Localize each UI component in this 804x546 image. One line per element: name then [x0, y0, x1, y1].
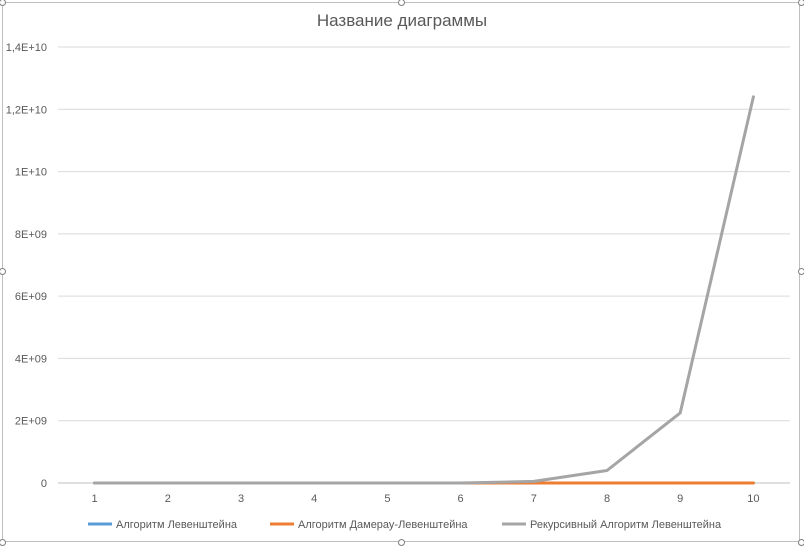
y-tick-label: 1,4E+10	[6, 42, 47, 54]
chart-title[interactable]: Название диаграммы	[317, 11, 487, 30]
resize-handle-top-left[interactable]	[0, 0, 6, 6]
y-tick-label: 4E+09	[15, 353, 47, 365]
legend-label: Алгоритм Дамерау-Левенштейна	[298, 519, 468, 531]
y-tick-label: 6E+09	[15, 291, 47, 303]
x-tick-label: 1	[92, 493, 98, 505]
x-tick-label: 5	[384, 493, 390, 505]
gridlines	[58, 46, 790, 484]
resize-handle-top-right[interactable]	[798, 0, 804, 6]
y-tick-label: 8E+09	[15, 229, 47, 241]
resize-handle-top-center[interactable]	[398, 0, 405, 6]
y-tick-label: 2E+09	[15, 416, 47, 428]
x-tick-label: 4	[311, 493, 317, 505]
y-tick-label: 1E+10	[15, 167, 47, 179]
resize-handle-middle-right[interactable]	[798, 268, 804, 275]
y-tick-label: 1,2E+10	[6, 104, 47, 116]
legend[interactable]: Алгоритм Левенштейна Алгоритм Дамерау-Лев…	[88, 519, 722, 531]
x-tick-label: 7	[531, 493, 537, 505]
x-tick-label: 3	[238, 493, 244, 505]
y-axis-tick-labels: 0 2E+09 4E+09 6E+09 8E+09 1E+10 1,2E+10 1,4E+10	[6, 42, 47, 490]
x-axis-tick-labels: 1 2 3 4 5 6 7 8 9 10	[92, 493, 760, 505]
resize-handle-middle-left[interactable]	[0, 268, 6, 275]
series-line-3[interactable]	[93, 95, 755, 485]
x-tick-label: 2	[165, 493, 171, 505]
plot-series	[93, 95, 755, 485]
x-tick-label: 9	[677, 493, 683, 505]
x-tick-label: 6	[458, 493, 464, 505]
x-tick-label: 8	[604, 493, 610, 505]
legend-label: Алгоритм Левенштейна	[116, 519, 238, 531]
legend-label: Рекурсивный Алгоритм Левенштейна	[530, 519, 722, 531]
x-tick-label: 10	[747, 493, 759, 505]
y-tick-label: 0	[41, 478, 47, 490]
